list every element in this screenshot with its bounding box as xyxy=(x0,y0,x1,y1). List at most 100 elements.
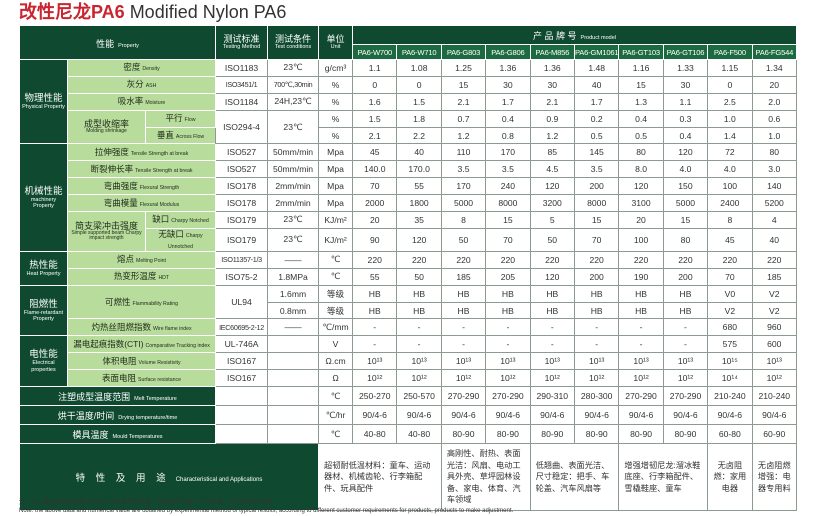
test-condition xyxy=(267,335,320,354)
property-label-zh: 密度 xyxy=(123,62,141,73)
value-pa6-m856: 90/4-6 xyxy=(529,405,575,426)
value-pa6-gt106: - xyxy=(662,335,709,354)
property-label-en: Density xyxy=(142,66,160,73)
value-pa6-w710: 220 xyxy=(396,250,442,269)
property-label-zh: 吸水率 xyxy=(117,96,144,107)
sub-property-label-en: Charpy Unnotched xyxy=(167,232,203,250)
value-pa6-w700: 1.5 xyxy=(352,109,398,128)
test-condition: 50mm/min xyxy=(267,160,320,179)
model-row: PA6-W700 PA6-W710 PA6-G803 PA6-G806 PA6-M856… xyxy=(20,44,798,60)
value-pa6-w700: 55 xyxy=(352,267,398,286)
test-condition xyxy=(267,369,320,388)
value-pa6-w710: 10¹³ xyxy=(396,352,442,371)
value-pa6-w700: 2.1 xyxy=(352,126,398,145)
value-pa6-gt103: 220 xyxy=(618,250,664,269)
value-pa6-m856: 80-90 xyxy=(529,424,575,445)
value-pa6-gt106: 5000 xyxy=(662,194,709,213)
sub-property-label-zh: 垂直 xyxy=(156,130,174,140)
value-pa6-w710: 1.08 xyxy=(396,59,442,77)
value-pa6-w710: 1.8 xyxy=(396,109,442,128)
value-pa6-fg544: 40 xyxy=(751,227,798,252)
header-property-en: Property xyxy=(118,42,139,49)
property-label-en: Tensile Strength at break xyxy=(130,150,189,157)
testing-method: ISO527 xyxy=(215,160,269,179)
value-pa6-f500: 10¹⁵ xyxy=(707,352,753,371)
property-label: 注塑成型温度范围 Melt Temperature xyxy=(18,386,217,407)
group-label: 电性能 Electrical properties xyxy=(19,335,68,388)
property-label-en: Surface resistance xyxy=(138,376,181,383)
value-pa6-g806: 1.7 xyxy=(485,92,531,111)
value-pa6-gt106: 200 xyxy=(662,267,709,286)
value-pa6-g806: 80-90 xyxy=(485,424,531,445)
value-pa6-w700: 90/4-6 xyxy=(352,405,398,426)
value-pa6-w710: 40-80 xyxy=(396,424,442,445)
table-row: 简支梁冲击强度 Simple supported beam Charpy impa… xyxy=(20,211,798,252)
value-pa6-g806: 270-290 xyxy=(485,386,531,407)
value-pa6-gt106: 10¹³ xyxy=(662,352,709,371)
sub-property-label-zh: 无缺口 xyxy=(158,228,184,239)
value-pa6-gt103: 0.4 xyxy=(618,109,664,128)
value-pa6-gt103: 120 xyxy=(618,177,664,196)
value-pa6-m856: 10¹³ xyxy=(529,352,575,371)
value-pa6-w700: 1.6 xyxy=(352,92,398,111)
value-pa6-gm1061: 15 xyxy=(573,211,620,229)
value-pa6-gm1061: 40 xyxy=(573,75,620,94)
value-pa6-m856: 3200 xyxy=(529,194,575,213)
value-pa6-w700: 90 xyxy=(352,227,398,252)
unit: % xyxy=(318,92,354,111)
unit: % xyxy=(318,126,354,145)
value-pa6-f500: 2.5 xyxy=(707,92,753,111)
value-pa6-m856: 30 xyxy=(529,75,575,94)
sub-property-label-en: Flow xyxy=(184,117,196,124)
test-condition: 23℃ xyxy=(267,109,320,145)
value-pa6-w710: 10¹² xyxy=(396,369,442,388)
property-label: 烘干温度/时间 Drying temperature/time xyxy=(18,405,217,426)
value-pa6-gt106: 80-90 xyxy=(662,424,709,445)
property-label: 可燃性 Flammability Rating xyxy=(66,284,217,320)
sub-property-label-en: Charpy Notched xyxy=(171,218,209,225)
value-pa6-fg544: 185 xyxy=(751,267,798,286)
test-condition: 1.8MPa xyxy=(267,267,320,286)
value-pa6-f500: 60-80 xyxy=(707,424,753,445)
value-pa6-gt103: - xyxy=(618,335,664,354)
property-label-en: Volume Resistivity xyxy=(138,359,181,366)
sub-property-label-zh: 缺口 xyxy=(152,214,170,225)
table-row: 弯曲强度 Flexural Strength ISO178 2mm/min Mpa 70 5… xyxy=(20,177,798,196)
page-title: 改性尼龙PA6 Modified Nylon PA6 xyxy=(19,1,286,23)
value-pa6-gt103: 1.16 xyxy=(618,59,664,77)
test-condition: 700℃,30min xyxy=(267,75,320,94)
value-pa6-w700: HB xyxy=(352,301,398,320)
value-pa6-g803: 185 xyxy=(440,267,487,286)
group-label-zh: 电性能 xyxy=(29,349,58,361)
unit: ℃ xyxy=(318,424,354,445)
table-row: 阻燃性 Flame-retardant Property 可燃性 Flammabili… xyxy=(19,284,798,337)
value-pa6-gt103: 80 xyxy=(618,143,664,162)
value-pa6-g806: 0.4 xyxy=(485,109,531,128)
property-label-en: Tensile Strength at break xyxy=(135,167,193,174)
value-pa6-gt103: 20 xyxy=(618,211,664,229)
header-unit-zh: 单位 xyxy=(326,34,345,44)
testing-method: ISO167 xyxy=(215,369,269,388)
unit: Ω xyxy=(318,369,354,388)
value-pa6-w710: 0 xyxy=(396,75,442,94)
value-pa6-gt106: - xyxy=(662,318,709,337)
value-pa6-m856: 5 xyxy=(529,211,575,229)
value-pa6-m856: 1.36 xyxy=(529,59,575,77)
value-pa6-g806: 90/4-6 xyxy=(485,405,531,426)
testing-method: IEC60695-2-12 xyxy=(215,318,269,337)
property-label: 漏电起痕指数(CTI) Comparative Tracking index xyxy=(66,335,217,354)
application-text: 高刚性、耐热、表面光洁：风扇、电动工具外壳、草坪园林设备、家电、体育、汽车领域 xyxy=(440,443,531,512)
value-pa6-gt103: 1.3 xyxy=(618,92,664,111)
table-row: 热性能 Heat Property 熔点 Melting Point ISO11357-… xyxy=(19,250,798,286)
property-label-zh: 表面电阻 xyxy=(102,372,137,383)
value-pa6-g803: 8 xyxy=(440,211,487,229)
value-pa6-g803: 110 xyxy=(440,143,487,162)
header-product-model-en: Product model xyxy=(580,35,617,41)
property-label: 模具温度 Mould Temperatures xyxy=(18,424,217,445)
value-pa6-g803: HB xyxy=(440,284,487,303)
value-pa6-w710: 120 xyxy=(396,227,442,252)
value-pa6-w700: 0 xyxy=(352,75,398,94)
testing-method: ISO179 xyxy=(215,227,269,252)
test-condition xyxy=(267,405,320,426)
test-condition: 2mm/min xyxy=(267,194,320,213)
